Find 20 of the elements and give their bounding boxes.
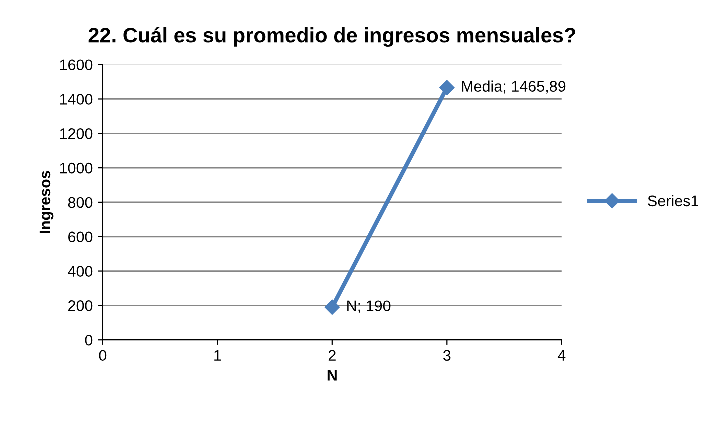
y-tick-label: 0 bbox=[85, 334, 93, 346]
y-tick-label: 800 bbox=[68, 197, 93, 208]
x-tick-label: 3 bbox=[443, 350, 451, 362]
y-tick-label: 1600 bbox=[60, 60, 93, 71]
chart-title: 22. Cuál es su promedio de ingresos mensuales? bbox=[88, 27, 576, 48]
y-tick-label: 1200 bbox=[60, 128, 93, 140]
y-tick-label: 1000 bbox=[60, 162, 93, 174]
x-tick-label: 1 bbox=[214, 350, 222, 361]
y-tick-label: 400 bbox=[68, 266, 93, 277]
y-tick-label: 200 bbox=[68, 300, 93, 312]
x-tick-label: 2 bbox=[328, 350, 336, 361]
x-axis-title: N bbox=[328, 370, 337, 381]
x-tick-label: 0 bbox=[99, 350, 107, 362]
legend-label: Series1 bbox=[648, 195, 699, 207]
x-tick-label: 4 bbox=[558, 350, 566, 361]
data-label: N; 190 bbox=[348, 300, 391, 314]
data-label: Media; 1465,89 bbox=[462, 80, 566, 94]
y-tick-label: 1400 bbox=[60, 94, 93, 105]
y-tick-label: 600 bbox=[68, 232, 93, 243]
y-axis-title: Ingresos bbox=[40, 171, 54, 234]
